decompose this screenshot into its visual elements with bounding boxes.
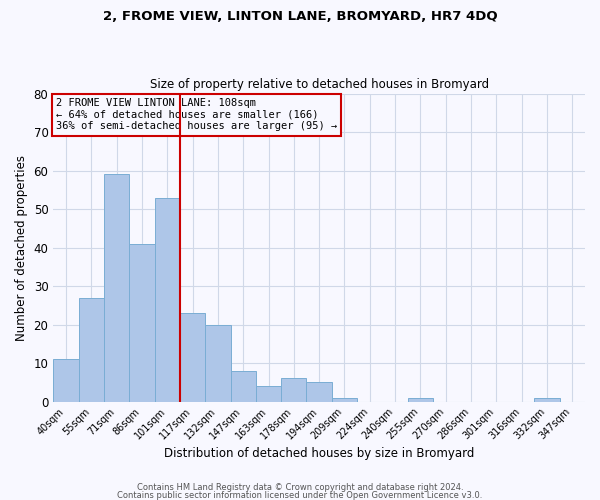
Bar bbox=[53, 359, 79, 402]
Bar bbox=[180, 313, 205, 402]
Bar bbox=[307, 382, 332, 402]
Bar bbox=[408, 398, 433, 402]
Title: Size of property relative to detached houses in Bromyard: Size of property relative to detached ho… bbox=[149, 78, 489, 91]
Bar bbox=[281, 378, 307, 402]
Bar bbox=[155, 198, 180, 402]
Bar bbox=[104, 174, 129, 402]
Bar bbox=[535, 398, 560, 402]
Bar bbox=[129, 244, 155, 402]
X-axis label: Distribution of detached houses by size in Bromyard: Distribution of detached houses by size … bbox=[164, 447, 475, 460]
Text: 2 FROME VIEW LINTON LANE: 108sqm
← 64% of detached houses are smaller (166)
36% : 2 FROME VIEW LINTON LANE: 108sqm ← 64% o… bbox=[56, 98, 337, 132]
Bar bbox=[332, 398, 357, 402]
Text: 2, FROME VIEW, LINTON LANE, BROMYARD, HR7 4DQ: 2, FROME VIEW, LINTON LANE, BROMYARD, HR… bbox=[103, 10, 497, 23]
Bar bbox=[256, 386, 281, 402]
Text: Contains public sector information licensed under the Open Government Licence v3: Contains public sector information licen… bbox=[118, 490, 482, 500]
Bar bbox=[205, 324, 230, 402]
Text: Contains HM Land Registry data © Crown copyright and database right 2024.: Contains HM Land Registry data © Crown c… bbox=[137, 484, 463, 492]
Bar bbox=[79, 298, 104, 402]
Y-axis label: Number of detached properties: Number of detached properties bbox=[15, 154, 28, 340]
Bar bbox=[230, 371, 256, 402]
